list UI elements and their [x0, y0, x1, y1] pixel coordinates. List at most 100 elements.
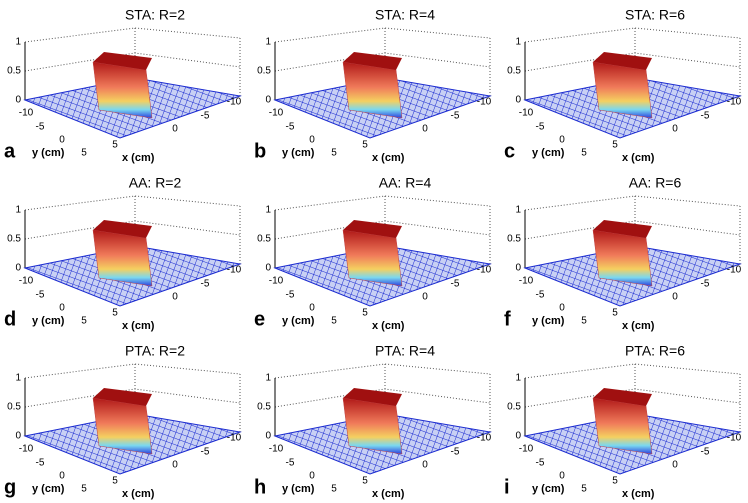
- z-tick-label: 0: [265, 95, 271, 106]
- y-tick-label: -10: [519, 444, 534, 455]
- z-tick-label: 0: [15, 95, 21, 106]
- x-axis-label: x (cm): [122, 320, 155, 332]
- y-tick-label: -5: [286, 122, 295, 133]
- z-tick-label: 0: [515, 431, 521, 442]
- surface-top: [343, 52, 402, 70]
- y-tick-label: -5: [536, 290, 545, 301]
- x-tick-label: -5: [451, 111, 460, 122]
- x-tick-label: -10: [727, 265, 742, 276]
- x-axis-label: x (cm): [372, 488, 405, 500]
- x-tick-label: 5: [362, 308, 368, 319]
- panel-title: AA: R=6: [629, 175, 682, 191]
- x-tick-label: 5: [112, 476, 118, 487]
- surface-body: [342, 229, 403, 287]
- y-axis-label: y (cm): [282, 147, 315, 159]
- x-tick-label: -10: [727, 433, 742, 444]
- panel-title: STA: R=6: [625, 7, 685, 23]
- panel-title: PTA: R=6: [625, 343, 685, 359]
- x-tick-label: 0: [672, 292, 678, 303]
- y-tick-label: 5: [331, 148, 337, 159]
- x-axis-label: x (cm): [372, 320, 405, 332]
- surface-top: [593, 388, 652, 406]
- y-tick-label: -10: [19, 276, 34, 287]
- surface-top: [593, 220, 652, 238]
- panel-letter: c: [504, 140, 515, 162]
- z-tick-label: 1: [515, 37, 521, 48]
- x-tick-label: -5: [201, 279, 210, 290]
- y-tick-label: -10: [519, 108, 534, 119]
- z-tick-label: 0.5: [7, 402, 21, 413]
- y-tick-label: -10: [269, 108, 284, 119]
- x-tick-label: 5: [612, 140, 618, 151]
- x-tick-label: -10: [727, 97, 742, 108]
- surface-top: [343, 388, 402, 406]
- x-axis-label: x (cm): [622, 152, 655, 164]
- panel-title: AA: R=2: [129, 175, 182, 191]
- x-axis-label: x (cm): [622, 320, 655, 332]
- x-tick-label: 5: [112, 140, 118, 151]
- y-tick-label: -5: [286, 458, 295, 469]
- y-axis-label: y (cm): [32, 147, 65, 159]
- y-tick-label: 5: [581, 316, 587, 327]
- x-tick-label: 5: [612, 476, 618, 487]
- y-tick-label: 0: [309, 135, 315, 146]
- surface-body: [92, 61, 153, 119]
- panel-letter: d: [4, 308, 16, 330]
- y-axis-label: y (cm): [32, 483, 65, 495]
- y-tick-label: 0: [309, 303, 315, 314]
- z-tick-label: 1: [515, 373, 521, 384]
- y-tick-label: 0: [59, 135, 65, 146]
- x-tick-label: -5: [451, 447, 460, 458]
- y-tick-label: -10: [19, 108, 34, 119]
- y-axis-label: y (cm): [282, 315, 315, 327]
- x-tick-label: 5: [362, 476, 368, 487]
- x-tick-label: 0: [422, 460, 428, 471]
- surface-body: [342, 61, 403, 119]
- x-axis-label: x (cm): [122, 488, 155, 500]
- x-tick-label: -5: [451, 279, 460, 290]
- y-axis-label: y (cm): [282, 483, 315, 495]
- surface-top: [593, 52, 652, 70]
- x-tick-label: -5: [701, 111, 710, 122]
- x-axis-label: x (cm): [622, 488, 655, 500]
- panel-letter: h: [254, 476, 266, 498]
- z-tick-label: 1: [265, 373, 271, 384]
- x-tick-label: 5: [362, 140, 368, 151]
- y-tick-label: 5: [331, 316, 337, 327]
- panel-title: PTA: R=2: [125, 343, 185, 359]
- z-tick-label: 0: [15, 263, 21, 274]
- x-tick-label: -10: [227, 97, 242, 108]
- y-tick-label: -5: [36, 290, 45, 301]
- z-tick-label: 1: [265, 205, 271, 216]
- panel-title: STA: R=2: [125, 7, 185, 23]
- y-tick-label: -10: [269, 276, 284, 287]
- x-tick-label: 0: [422, 292, 428, 303]
- y-tick-label: 5: [581, 484, 587, 495]
- z-tick-label: 0.5: [507, 234, 521, 245]
- surface-top: [93, 220, 152, 238]
- z-tick-label: 0.5: [507, 66, 521, 77]
- panel-letter: a: [4, 140, 16, 162]
- surface-top: [343, 220, 402, 238]
- y-axis-label: y (cm): [532, 315, 565, 327]
- x-tick-label: 0: [172, 124, 178, 135]
- panel-letter: i: [504, 476, 510, 498]
- surface-body: [342, 397, 403, 455]
- panel-letter: f: [504, 308, 511, 330]
- x-tick-label: -5: [701, 279, 710, 290]
- z-tick-label: 1: [265, 37, 271, 48]
- y-tick-label: 0: [59, 303, 65, 314]
- x-tick-label: -10: [477, 265, 492, 276]
- x-tick-label: -5: [701, 447, 710, 458]
- x-tick-label: 5: [612, 308, 618, 319]
- panel-title: STA: R=4: [375, 7, 435, 23]
- panel-letter: g: [4, 476, 16, 498]
- y-axis-label: y (cm): [532, 147, 565, 159]
